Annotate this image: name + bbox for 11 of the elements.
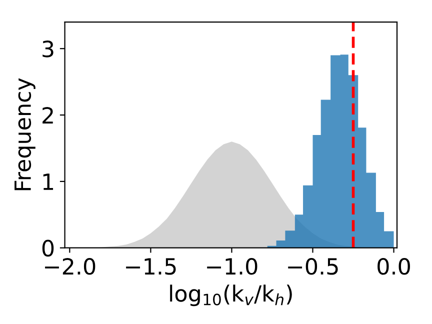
x-tick-label: 0.0 (378, 258, 410, 275)
y-tick-label: 2 (42, 106, 53, 124)
y-axis-title: Frequency (14, 78, 36, 190)
y-tick-label: 0 (42, 240, 54, 257)
x-tick-label: −1.0 (207, 258, 258, 275)
x-tick-label: −1.5 (126, 258, 176, 275)
y-tick-label: 1 (43, 174, 54, 190)
x-tick-label: −2.0 (45, 258, 96, 275)
x-tick-label: −0.5 (288, 258, 338, 275)
y-tick-label: 3 (42, 40, 54, 58)
x-axis-title: log$_{10}$(k$_{v}$/k$_{h}$) (170, 284, 292, 306)
